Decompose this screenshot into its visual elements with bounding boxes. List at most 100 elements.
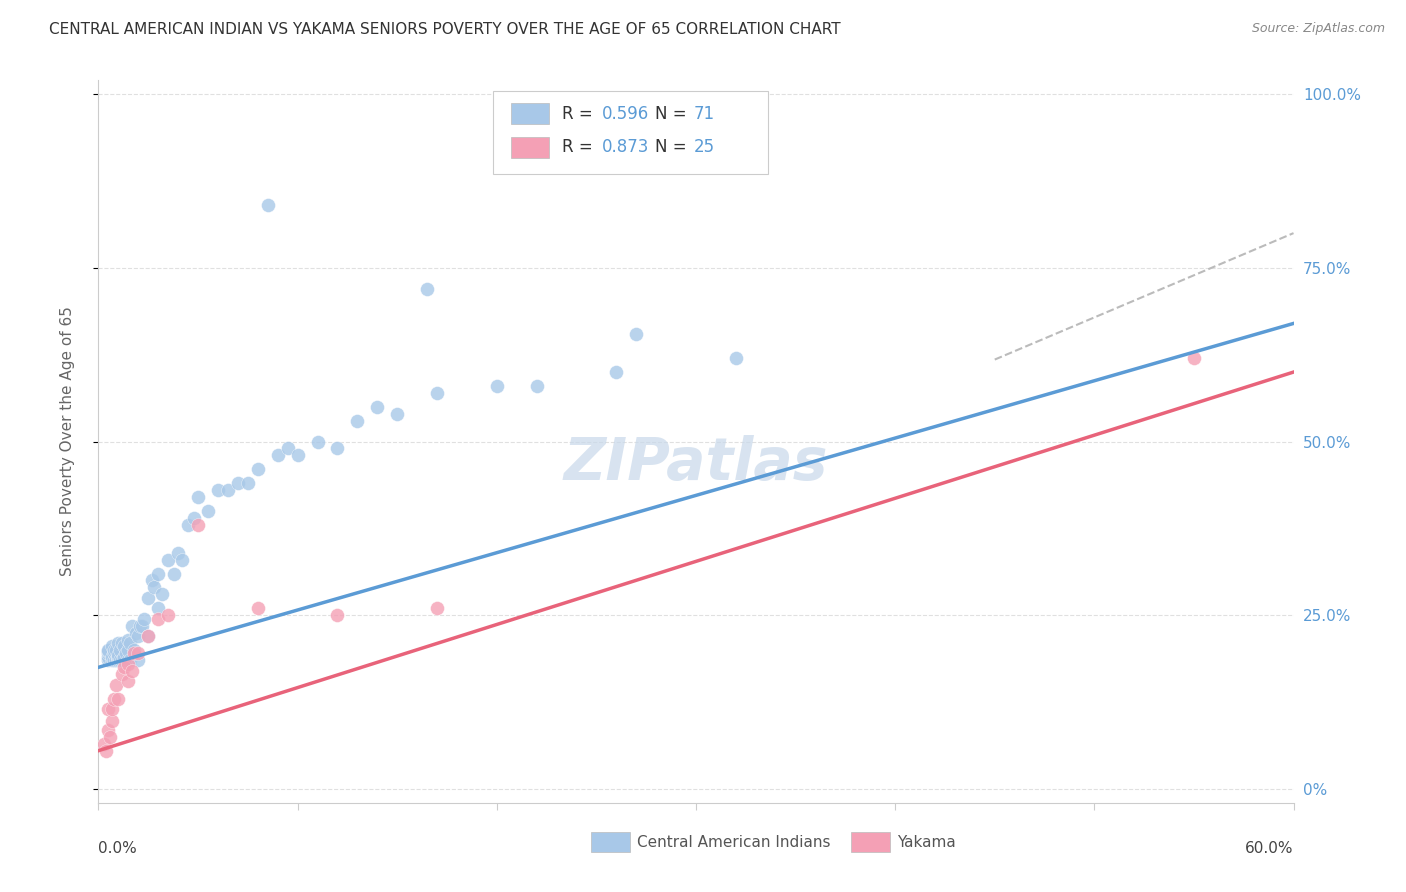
Text: R =: R = bbox=[562, 104, 598, 122]
Point bbox=[141, 574, 163, 588]
Point bbox=[346, 414, 368, 428]
Text: CENTRAL AMERICAN INDIAN VS YAKAMA SENIORS POVERTY OVER THE AGE OF 65 CORRELATION: CENTRAL AMERICAN INDIAN VS YAKAMA SENIOR… bbox=[49, 22, 841, 37]
Point bbox=[485, 379, 508, 393]
Point bbox=[207, 483, 229, 498]
Point bbox=[97, 647, 120, 661]
Text: N =: N = bbox=[655, 138, 692, 156]
Point bbox=[246, 462, 269, 476]
Point bbox=[143, 581, 166, 595]
Point bbox=[277, 442, 299, 456]
Point bbox=[117, 632, 139, 647]
Text: 0.0%: 0.0% bbox=[98, 841, 138, 856]
Point bbox=[117, 643, 139, 657]
Text: 0.596: 0.596 bbox=[602, 104, 648, 122]
Point bbox=[150, 587, 173, 601]
Point bbox=[124, 643, 146, 657]
Point bbox=[183, 511, 205, 525]
Point bbox=[111, 653, 134, 667]
Point bbox=[117, 653, 139, 667]
Point bbox=[107, 648, 129, 662]
Point bbox=[127, 647, 149, 661]
Point bbox=[226, 476, 249, 491]
Point bbox=[605, 365, 627, 379]
Point bbox=[256, 198, 278, 212]
Point bbox=[307, 434, 329, 449]
Text: Central American Indians: Central American Indians bbox=[637, 835, 831, 849]
Point bbox=[526, 379, 548, 393]
Point bbox=[1182, 351, 1205, 366]
Point bbox=[97, 723, 120, 737]
Point bbox=[105, 643, 128, 657]
Point bbox=[101, 653, 124, 667]
Point bbox=[97, 649, 120, 664]
Point bbox=[626, 326, 648, 341]
Point bbox=[157, 552, 180, 566]
Point bbox=[107, 636, 129, 650]
Point bbox=[111, 667, 134, 681]
FancyBboxPatch shape bbox=[510, 137, 548, 158]
Point bbox=[187, 490, 209, 504]
Point bbox=[120, 653, 142, 667]
Point bbox=[148, 566, 170, 581]
Point bbox=[124, 647, 146, 661]
Point bbox=[97, 702, 120, 716]
Point bbox=[107, 651, 129, 665]
Point bbox=[103, 647, 125, 661]
Point bbox=[246, 601, 269, 615]
FancyBboxPatch shape bbox=[510, 103, 548, 124]
Point bbox=[167, 546, 190, 560]
Point bbox=[136, 591, 159, 605]
Point bbox=[236, 476, 259, 491]
Point bbox=[157, 608, 180, 623]
Point bbox=[131, 618, 153, 632]
Point bbox=[326, 608, 349, 623]
Point bbox=[287, 449, 309, 463]
Point bbox=[125, 625, 148, 640]
Point bbox=[129, 618, 152, 632]
Point bbox=[148, 612, 170, 626]
Point bbox=[97, 644, 120, 658]
Point bbox=[107, 653, 129, 667]
Point bbox=[136, 629, 159, 643]
Point bbox=[385, 407, 409, 421]
Point bbox=[117, 674, 139, 689]
Point bbox=[96, 744, 118, 758]
Text: Yakama: Yakama bbox=[897, 835, 956, 849]
Point bbox=[103, 643, 125, 657]
Point bbox=[97, 653, 120, 667]
Point bbox=[426, 385, 449, 400]
Point bbox=[197, 504, 219, 518]
Point bbox=[121, 664, 143, 678]
Point bbox=[326, 442, 349, 456]
Point bbox=[172, 552, 194, 566]
Text: ZIPatlas: ZIPatlas bbox=[564, 434, 828, 491]
Point bbox=[724, 351, 747, 366]
Point bbox=[105, 678, 128, 692]
Point bbox=[105, 653, 128, 667]
Point bbox=[93, 737, 115, 751]
Point bbox=[101, 702, 124, 716]
Point bbox=[107, 649, 129, 664]
Text: 25: 25 bbox=[693, 138, 714, 156]
Point bbox=[112, 649, 135, 664]
Text: Source: ZipAtlas.com: Source: ZipAtlas.com bbox=[1251, 22, 1385, 36]
Text: N =: N = bbox=[655, 104, 692, 122]
Point bbox=[101, 640, 124, 654]
Point bbox=[136, 629, 159, 643]
Point bbox=[110, 643, 132, 657]
Text: 71: 71 bbox=[693, 104, 714, 122]
Text: 0.873: 0.873 bbox=[602, 138, 650, 156]
FancyBboxPatch shape bbox=[494, 91, 768, 174]
Point bbox=[112, 640, 135, 654]
Point bbox=[134, 612, 156, 626]
Point bbox=[103, 691, 125, 706]
Point bbox=[366, 400, 388, 414]
Point bbox=[187, 517, 209, 532]
Point bbox=[426, 601, 449, 615]
Point bbox=[117, 657, 139, 671]
Point bbox=[416, 282, 439, 296]
Point bbox=[107, 691, 129, 706]
Text: 60.0%: 60.0% bbox=[1246, 841, 1294, 856]
Point bbox=[177, 517, 200, 532]
Point bbox=[110, 653, 132, 667]
